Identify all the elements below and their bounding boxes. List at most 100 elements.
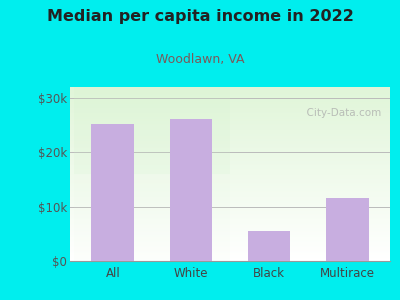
Bar <box>70 186 390 187</box>
Bar <box>70 178 390 179</box>
Bar <box>70 234 390 235</box>
Bar <box>70 211 390 212</box>
Bar <box>70 123 390 124</box>
Bar <box>70 175 390 176</box>
Bar <box>70 174 390 175</box>
Bar <box>70 110 390 111</box>
Bar <box>70 176 390 177</box>
Bar <box>70 95 390 96</box>
Bar <box>70 228 390 229</box>
Bar <box>70 97 390 98</box>
Bar <box>70 158 390 159</box>
Bar <box>326 199 368 261</box>
Bar <box>70 115 390 116</box>
Bar <box>70 154 390 155</box>
Bar <box>70 209 390 210</box>
Bar <box>70 93 390 94</box>
Bar <box>70 179 390 180</box>
Bar <box>70 134 390 135</box>
Bar <box>70 246 390 247</box>
Bar <box>170 118 212 261</box>
Bar <box>70 100 390 101</box>
Bar <box>70 247 390 248</box>
Bar <box>70 260 390 261</box>
Bar <box>70 88 390 89</box>
Bar <box>70 191 390 192</box>
Bar <box>70 189 390 190</box>
Bar <box>70 137 390 138</box>
Bar <box>70 201 390 202</box>
Bar <box>70 237 390 238</box>
Bar <box>70 163 390 164</box>
Bar <box>70 223 390 224</box>
Bar <box>70 213 390 214</box>
Bar <box>70 122 390 123</box>
Text: City-Data.com: City-Data.com <box>300 108 382 118</box>
Bar <box>70 257 390 258</box>
Bar <box>70 199 390 200</box>
Bar <box>70 155 390 156</box>
Bar <box>70 240 390 241</box>
Bar <box>70 152 390 153</box>
Bar <box>70 143 390 144</box>
Bar <box>248 231 290 261</box>
Bar <box>70 144 390 145</box>
Bar <box>70 238 390 239</box>
Bar <box>70 161 390 162</box>
Bar <box>70 167 390 168</box>
Bar <box>70 103 390 104</box>
Bar <box>70 146 390 147</box>
Bar <box>70 217 390 218</box>
Bar <box>70 98 390 99</box>
Bar <box>70 127 390 128</box>
Bar <box>70 187 390 188</box>
Bar <box>70 180 390 181</box>
Bar <box>70 116 390 117</box>
Bar <box>70 204 390 205</box>
Bar <box>70 244 390 245</box>
Bar <box>70 173 390 174</box>
Bar <box>70 164 390 165</box>
Bar <box>70 131 390 132</box>
Bar <box>70 194 390 195</box>
Bar <box>70 255 390 256</box>
Bar <box>70 121 390 122</box>
Bar <box>70 132 390 133</box>
Text: Woodlawn, VA: Woodlawn, VA <box>156 52 244 65</box>
Bar <box>70 227 390 228</box>
Bar <box>70 108 390 109</box>
Bar <box>70 216 390 217</box>
Bar <box>70 101 390 102</box>
Bar <box>70 202 390 203</box>
Bar <box>70 119 390 120</box>
Bar <box>70 172 390 173</box>
Bar <box>70 177 390 178</box>
Bar <box>70 221 390 222</box>
Bar <box>70 168 390 169</box>
Bar <box>70 125 390 126</box>
Bar <box>70 254 390 255</box>
Bar <box>70 185 390 186</box>
Bar <box>70 147 390 148</box>
Bar <box>70 220 390 221</box>
Bar <box>70 128 390 129</box>
Bar <box>70 238 390 239</box>
Bar <box>70 89 390 90</box>
Bar <box>70 148 390 149</box>
Bar <box>70 219 390 220</box>
Bar <box>70 259 390 260</box>
Bar <box>70 181 390 182</box>
Bar <box>70 225 390 226</box>
Bar <box>70 87 390 88</box>
Bar <box>70 192 390 193</box>
Bar <box>70 235 390 236</box>
Bar <box>70 136 390 137</box>
Bar <box>70 112 390 113</box>
Bar <box>70 106 390 107</box>
Bar <box>70 206 390 207</box>
Bar <box>70 94 390 95</box>
Bar <box>70 90 390 91</box>
Bar <box>70 165 390 166</box>
Bar <box>70 242 390 243</box>
Bar <box>70 243 390 244</box>
